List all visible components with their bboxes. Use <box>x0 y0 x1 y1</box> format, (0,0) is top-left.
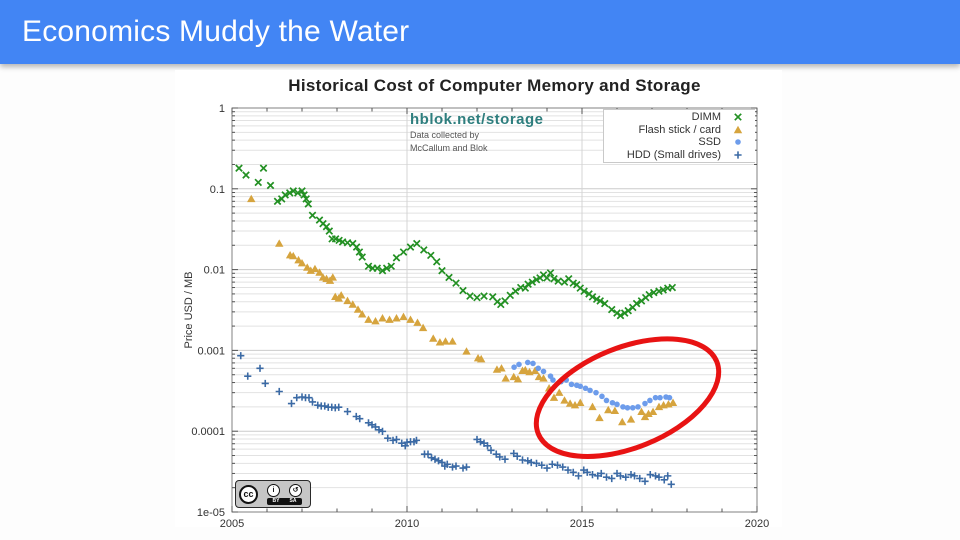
watermark-site: hblok.net/storage <box>410 111 544 128</box>
grid-lines <box>232 107 757 513</box>
y-tick-label: 0.1 <box>210 184 225 196</box>
legend-label: DIMM <box>691 111 721 124</box>
series-dimm <box>235 164 677 320</box>
slide-header: Economics Muddy the Water <box>0 0 960 64</box>
x-tick-label: 2010 <box>395 518 419 527</box>
cc-sa-label: SA <box>289 497 297 504</box>
watermark-credit-line1: Data collected by <box>410 130 480 140</box>
slide-title: Economics Muddy the Water <box>22 15 410 48</box>
series-flash-stick-card <box>247 194 678 426</box>
cc-by-icon: i <box>267 483 280 497</box>
axis-ticks <box>231 107 758 513</box>
legend-item-flash-stick-card: Flash stick / card <box>604 124 755 136</box>
plot-canvas: 2005 2010 2015 2020 1 0.1 0.01 0.001 0.0001 1e-05 <box>191 103 769 527</box>
annotation-ellipse <box>533 336 722 459</box>
series-hdd-small-drives <box>237 352 675 488</box>
y-tick-label: 0.01 <box>204 265 225 277</box>
legend-item-ssd: SSD <box>604 136 755 148</box>
plot-border <box>231 107 758 513</box>
x-tick-label: 2020 <box>745 518 769 527</box>
cc-by-sa-group: i ↺ BY SA <box>262 483 307 505</box>
cc-icon: cc <box>239 484 258 504</box>
y-tick-label: 0.001 <box>197 345 225 357</box>
legend-x-marker-icon <box>734 113 742 122</box>
x-tick-label: 2005 <box>220 518 244 527</box>
cc-strip: BY SA <box>266 497 303 505</box>
cc-by-label: BY <box>272 497 280 504</box>
y-tick-label: 1 <box>219 103 225 115</box>
x-tick-label: 2015 <box>570 518 594 527</box>
legend-triangle-marker-icon <box>733 125 743 133</box>
y-tick-label: 1e-05 <box>197 507 225 519</box>
legend-item-dimm: DIMM <box>604 111 755 123</box>
legend-plus-marker-icon <box>734 150 742 159</box>
axis-tick-labels: 2005 2010 2015 2020 1 0.1 0.01 0.001 0.0001 1e-05 <box>191 103 769 527</box>
chart-watermark: hblok.net/storage Data collected by McCa… <box>410 112 544 153</box>
cc-sa-icon: ↺ <box>289 483 302 497</box>
series-ssd <box>511 359 673 411</box>
legend-label: SSD <box>698 136 721 149</box>
legend-label: Flash stick / card <box>638 123 721 136</box>
legend-label: HDD (Small drives) <box>626 148 721 161</box>
chart-figure: 2005 2010 2015 2020 1 0.1 0.01 0.001 0.0001 1e-05… <box>175 70 782 527</box>
watermark-credit-line2: McCallum and Blok <box>410 143 488 153</box>
y-tick-label: 0.0001 <box>191 426 225 438</box>
y-axis-title: Price USD / MB <box>183 271 195 349</box>
legend-circle-marker-icon <box>735 139 741 145</box>
legend-item-hdd-small-drives: HDD (Small drives) <box>604 149 755 161</box>
chart-title: Historical Cost of Computer Memory and S… <box>288 76 701 95</box>
chart-legend: DIMM Flash stick / card SSD HDD (Small driv… <box>603 109 755 163</box>
cc-license-badge: cc i ↺ BY SA <box>235 480 311 508</box>
